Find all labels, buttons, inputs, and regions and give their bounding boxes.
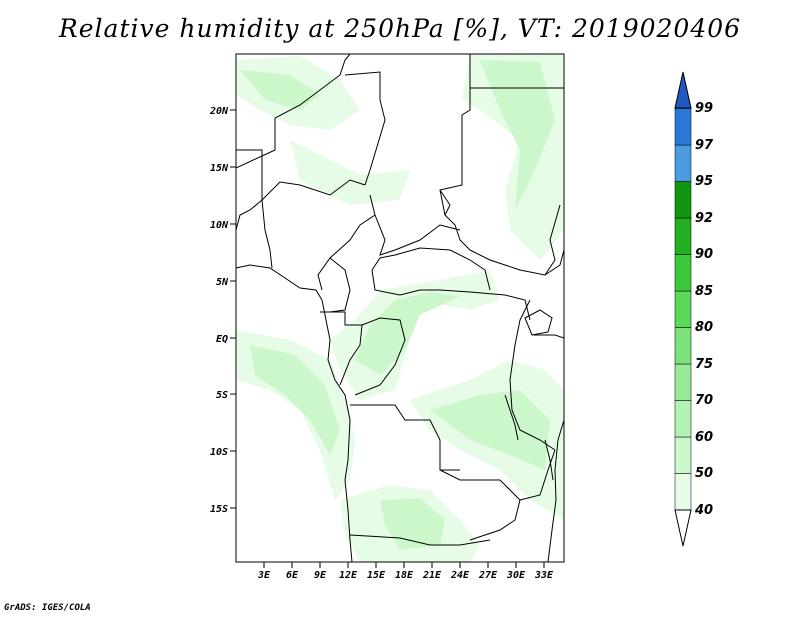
colorbar-label: 70 <box>695 393 713 408</box>
border-uganda-kenya <box>534 334 564 339</box>
latitude-labels: 20N 15N 10N 5N EQ 5S 10S 15S <box>209 106 229 515</box>
humidity-area-ne-inner <box>480 60 555 210</box>
colorbar-label: 85 <box>695 284 713 299</box>
coastline-west <box>236 264 353 562</box>
colorbar-segment <box>674 400 692 438</box>
colorbar-label: 50 <box>695 466 713 481</box>
border-chad-sudan <box>439 189 471 251</box>
colorbar-segment <box>674 436 692 474</box>
lat-label: 10S <box>210 447 228 458</box>
colorbar-segment <box>674 254 692 292</box>
latitude-axis <box>230 109 236 509</box>
border-libya-chad <box>344 71 386 186</box>
lon-label: 6E <box>286 570 299 581</box>
border-cameroon-east <box>329 257 351 313</box>
lat-label: 5N <box>216 277 229 288</box>
map-frame <box>235 53 565 563</box>
colorbar-bottom-arrow <box>674 509 692 547</box>
border-niger-nigeria <box>261 179 366 201</box>
border-east-africa <box>509 299 556 451</box>
colorbar-label: 95 <box>695 174 713 189</box>
lon-label: 21E <box>422 570 442 581</box>
border-horn <box>544 249 564 276</box>
border-west-africa <box>236 149 263 231</box>
humidity-area-west-coast-inner <box>250 345 340 455</box>
lat-label: EQ <box>216 334 228 345</box>
colorbar-segment <box>674 327 692 365</box>
lon-label: 33E <box>534 570 554 581</box>
colorbar-label: 60 <box>695 430 713 445</box>
border-chad-car <box>374 214 461 256</box>
border-mozambique <box>519 449 556 501</box>
humidity-area-east-inner <box>430 390 550 470</box>
colorbar-segment <box>674 290 692 328</box>
coastline-east <box>547 419 564 562</box>
colorbar <box>674 71 692 547</box>
lat-label: 20N <box>209 106 229 117</box>
lon-label: 9E <box>314 570 327 581</box>
colorbar-segment <box>674 363 692 401</box>
colorbar-segment <box>674 108 692 146</box>
lon-label: 24E <box>450 570 470 581</box>
lat-label: 15S <box>210 504 228 515</box>
humidity-area-north-central <box>290 140 410 205</box>
colorbar-segment <box>674 473 692 511</box>
colorbar-label: 75 <box>695 357 713 372</box>
lon-label: 27E <box>478 570 498 581</box>
border-lake-tanganyika <box>504 394 519 441</box>
border-lake-malawi <box>544 439 554 481</box>
border-algeria-libya <box>236 54 351 169</box>
colorbar-label: 80 <box>695 320 713 335</box>
humidity-area-nw-inner <box>240 70 320 110</box>
lat-label: 15N <box>210 163 229 174</box>
border-congo-drc <box>371 269 531 321</box>
colorbar-labels: 40 50 60 70 75 80 85 90 92 95 97 99 <box>694 101 714 518</box>
lat-label: 5S <box>216 390 228 401</box>
colorbar-label: 99 <box>695 101 713 116</box>
colorbar-segment <box>674 217 692 255</box>
colorbar-label: 97 <box>695 138 714 153</box>
humidity-area-congo-inner <box>355 292 460 375</box>
humidity-field <box>236 54 564 562</box>
colorbar-label: 90 <box>695 247 713 262</box>
lon-label: 18E <box>395 570 414 581</box>
colorbar-label: 92 <box>695 211 713 226</box>
lon-label: 30E <box>506 570 526 581</box>
country-borders <box>236 54 564 562</box>
longitude-labels: 3E 6E 9E 12E 15E 18E 21E 24E 27E 30E 33E <box>257 570 554 581</box>
colorbar-top-arrow <box>674 71 692 109</box>
border-guinea-gulf <box>261 199 273 269</box>
border-car-south <box>371 247 491 291</box>
colorbar-label: 40 <box>694 503 713 518</box>
border-angola-namibia <box>349 534 491 546</box>
lon-label: 3E <box>257 570 271 581</box>
border-lake-victoria <box>524 309 553 336</box>
lon-label: 15E <box>367 570 386 581</box>
humidity-area-south-inner <box>380 498 445 550</box>
grads-credit: GrADS: IGES/COLA <box>4 603 91 613</box>
border-congo-river <box>354 317 406 396</box>
lon-label: 12E <box>339 570 358 581</box>
longitude-axis <box>263 562 545 568</box>
colorbar-segment <box>674 144 692 182</box>
lat-label: 10N <box>210 220 229 231</box>
chart-title: Relative humidity at 250hPa [%], VT: 201… <box>58 14 742 43</box>
colorbar-segment <box>674 181 692 219</box>
border-libya-egypt <box>439 54 471 216</box>
